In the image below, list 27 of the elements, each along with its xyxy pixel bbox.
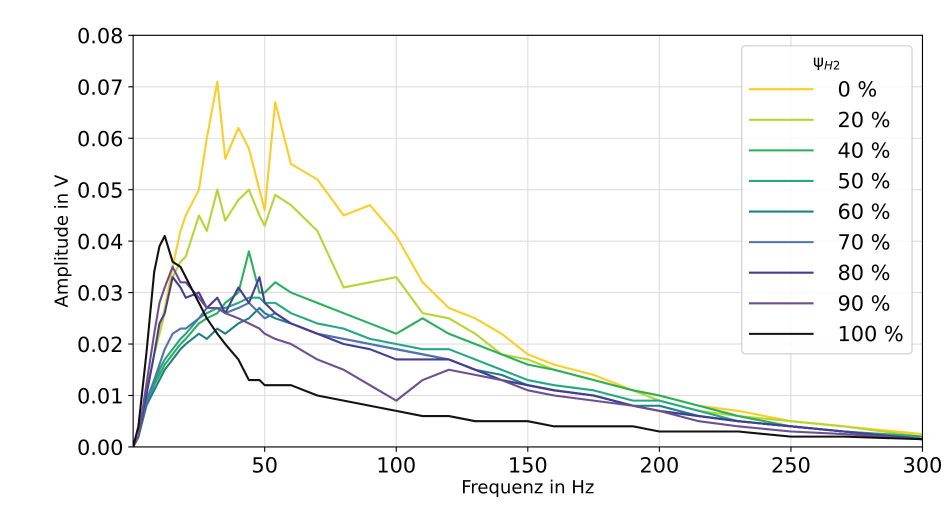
legend-label: 100 % [840, 326, 903, 342]
y-tick-label: 0.02 [78, 336, 122, 352]
x-tick-label: 50 [253, 457, 277, 473]
legend-label: 70 % [839, 234, 890, 250]
legend-label: 60 % [838, 203, 890, 220]
legend-label: 90 % [838, 295, 890, 311]
legend-label: 80 % [838, 264, 890, 280]
x-tick-label: 250 [772, 457, 810, 473]
y-tick-label: 0.04 [78, 234, 122, 250]
y-tick-label: 0.05 [78, 182, 122, 198]
y-tick-label: 0.08 [78, 28, 122, 44]
legend-label: 40 % [838, 142, 890, 158]
legend-label: 50 % [839, 172, 890, 189]
x-tick-label: 200 [641, 457, 678, 473]
legend-title: ψ$_{H2}$ [814, 58, 840, 70]
legend-label: 0 % [838, 81, 876, 97]
x-tick-label: 100 [378, 457, 415, 473]
x-axis-title: Frequenz in Hz [463, 480, 594, 498]
y-tick-label: 0.07 [78, 79, 122, 96]
x-tick-label: 300 [904, 457, 941, 473]
x-tick-label: 150 [510, 457, 546, 473]
y-axis-title: Amplitude in V [54, 174, 72, 308]
y-tick-label: 0.00 [78, 439, 122, 456]
y-tick-label: 0.06 [78, 130, 122, 146]
legend-label: 20 % [839, 112, 890, 128]
y-tick-label: 0.01 [78, 388, 122, 404]
y-tick-label: 0.03 [78, 285, 122, 301]
